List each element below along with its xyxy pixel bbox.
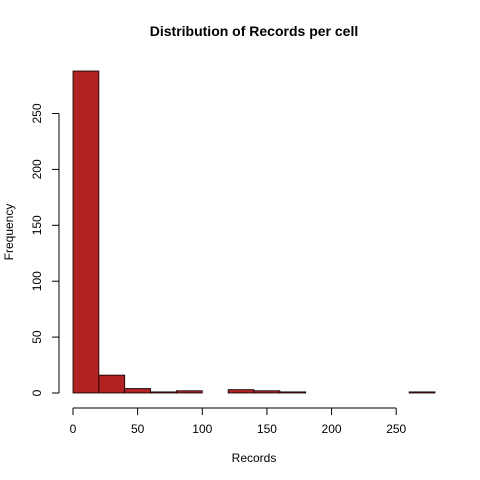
histogram-bar: [176, 390, 203, 394]
y-tick-label: 200: [30, 159, 44, 179]
chart-title: Distribution of Records per cell: [150, 23, 358, 39]
histogram-bar: [253, 390, 281, 394]
histogram-bar: [227, 389, 255, 394]
y-tick-label: 250: [30, 103, 44, 123]
x-tick-label: 200: [322, 422, 342, 436]
x-tick-label: 0: [70, 422, 77, 436]
histogram-bar: [124, 388, 151, 394]
y-tick-label: 100: [30, 271, 44, 291]
y-tick-label: 50: [30, 330, 44, 344]
x-tick-label: 100: [192, 422, 212, 436]
y-tick-label: 150: [30, 215, 44, 235]
x-axis: 0 50 100 150 200 250: [70, 407, 407, 436]
histogram-bar: [408, 391, 436, 394]
histogram-bar: [279, 391, 307, 394]
x-tick-label: 150: [257, 422, 277, 436]
x-tick-label: 50: [131, 422, 145, 436]
bars-group: [72, 70, 436, 394]
y-tick-label: 0: [30, 389, 44, 396]
x-tick-label: 250: [386, 422, 406, 436]
y-axis-label: Frequency: [2, 204, 16, 261]
histogram-bar: [98, 374, 126, 394]
histogram-bar: [150, 391, 177, 394]
y-axis: 0 50 100 150 200 250: [30, 103, 60, 396]
histogram-bar: [72, 70, 100, 394]
x-axis-label: Records: [232, 451, 277, 465]
